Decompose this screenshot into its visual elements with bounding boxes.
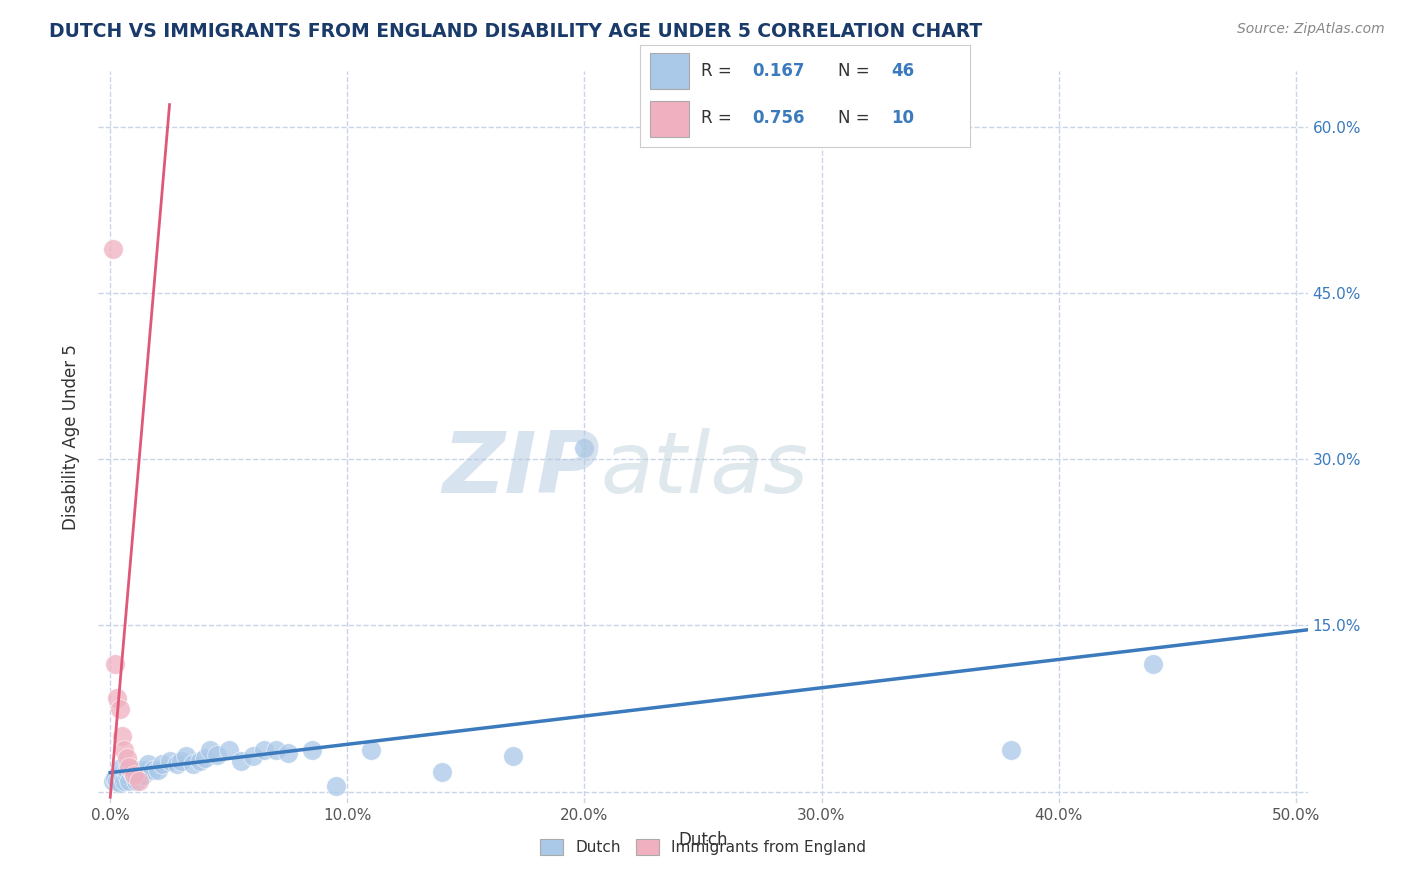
Point <box>218 742 240 756</box>
Point <box>135 763 157 777</box>
Point <box>125 773 148 788</box>
Point <box>502 749 524 764</box>
Point <box>115 768 138 782</box>
Point <box>111 729 134 743</box>
Point <box>104 772 127 786</box>
Point <box>121 764 143 779</box>
Point <box>277 746 299 760</box>
Point <box>360 742 382 756</box>
Point <box>190 754 212 768</box>
Point <box>242 749 264 764</box>
Text: 10: 10 <box>891 109 914 127</box>
Text: 0.167: 0.167 <box>752 62 804 79</box>
Point <box>101 773 124 788</box>
Point <box>108 768 131 782</box>
Point <box>111 760 134 774</box>
Point <box>198 742 221 756</box>
Y-axis label: Disability Age Under 5: Disability Age Under 5 <box>62 344 80 530</box>
Point <box>118 760 141 774</box>
Point <box>122 763 145 777</box>
Text: atlas: atlas <box>600 428 808 511</box>
Point <box>132 768 155 782</box>
Point <box>115 763 138 777</box>
X-axis label: Dutch: Dutch <box>678 831 728 849</box>
Point <box>129 763 152 777</box>
Point <box>114 773 136 788</box>
Point <box>108 776 131 790</box>
Point <box>253 742 276 756</box>
Text: N =: N = <box>838 109 875 127</box>
Point <box>142 763 165 777</box>
Point <box>114 742 136 756</box>
Point <box>122 768 145 782</box>
Point <box>181 757 204 772</box>
Point <box>1142 657 1164 672</box>
Point <box>194 751 217 765</box>
Point <box>229 754 252 768</box>
Point <box>108 701 131 715</box>
Point <box>115 751 138 765</box>
Point <box>136 757 159 772</box>
Point <box>122 768 145 782</box>
Point <box>166 757 188 772</box>
Legend: Dutch, Immigrants from England: Dutch, Immigrants from England <box>534 833 872 861</box>
Point <box>152 757 174 772</box>
Point <box>574 441 596 455</box>
Text: ZIP: ZIP <box>443 428 600 511</box>
Point <box>174 749 197 764</box>
Point <box>146 763 169 777</box>
Point <box>104 657 127 672</box>
Text: 46: 46 <box>891 62 914 79</box>
Point <box>105 690 128 705</box>
Point <box>170 754 193 768</box>
Point <box>325 779 347 793</box>
Point <box>128 768 150 782</box>
Text: Source: ZipAtlas.com: Source: ZipAtlas.com <box>1237 22 1385 37</box>
Point <box>111 768 134 782</box>
Point <box>159 754 181 768</box>
Point <box>205 748 228 763</box>
Point <box>1000 742 1022 756</box>
Text: R =: R = <box>700 109 737 127</box>
Text: R =: R = <box>700 62 737 79</box>
Bar <box>650 53 689 88</box>
Text: N =: N = <box>838 62 875 79</box>
Text: 0.756: 0.756 <box>752 109 804 127</box>
Point <box>264 742 287 756</box>
Point <box>101 242 124 256</box>
Point <box>105 773 128 788</box>
Point <box>301 742 323 756</box>
Bar <box>650 101 689 137</box>
Point <box>118 773 141 788</box>
Text: DUTCH VS IMMIGRANTS FROM ENGLAND DISABILITY AGE UNDER 5 CORRELATION CHART: DUTCH VS IMMIGRANTS FROM ENGLAND DISABIL… <box>49 22 983 41</box>
Point <box>128 773 150 788</box>
Point <box>432 764 454 779</box>
